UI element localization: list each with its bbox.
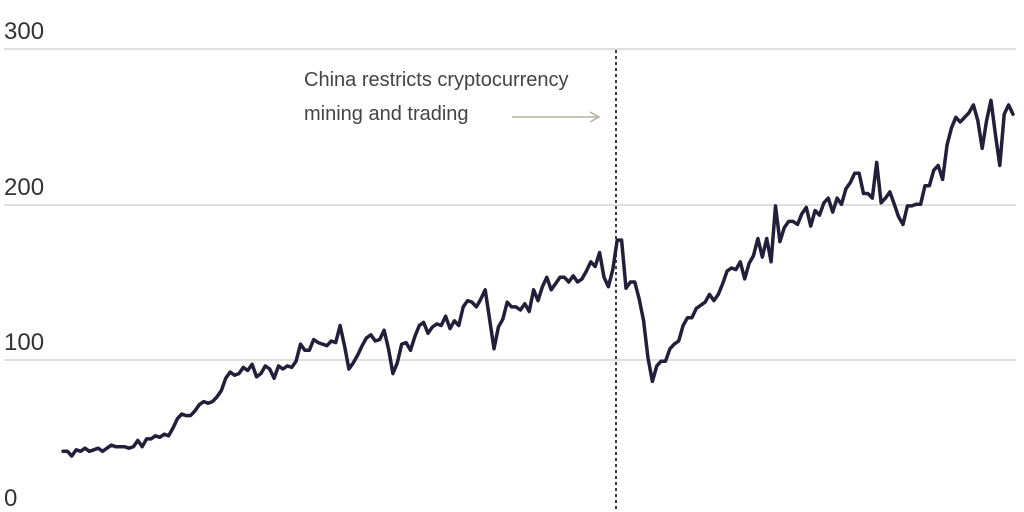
annotation-line-2: mining and trading <box>304 103 469 125</box>
y-tick-200: 200 <box>4 174 45 201</box>
data-line <box>61 98 1015 458</box>
y-tick-300: 300 <box>4 18 45 45</box>
gridlines <box>4 48 1016 361</box>
y-tick-100: 100 <box>4 329 45 356</box>
annotation-line-1: China restricts cryptocurrency <box>304 69 569 91</box>
y-tick-0: 0 <box>4 485 18 512</box>
arrow-icon <box>512 111 601 123</box>
